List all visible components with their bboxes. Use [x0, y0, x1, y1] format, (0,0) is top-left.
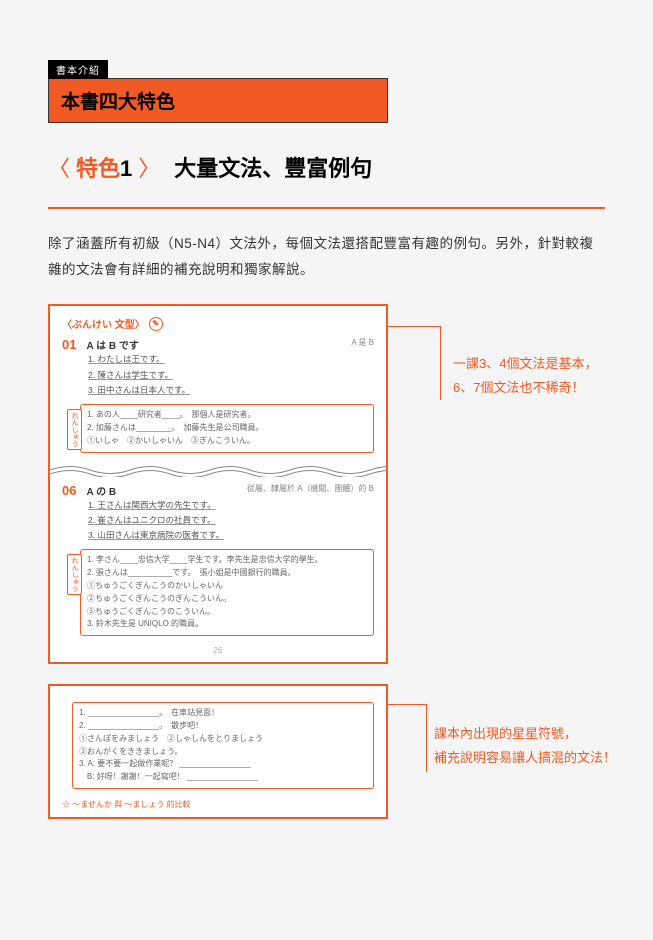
connector-1v	[440, 326, 441, 400]
connector-1h	[388, 326, 440, 327]
box1-header: 〈ぶんけい 文型〉 ✎	[62, 316, 374, 331]
g01-examples: 1. わたしは王です。 2. 陳さんは学生です。 3. 田中さんは日本人です。	[88, 352, 374, 398]
g06-p4: ②ちゅうごくぎんこうのぎんこういん。	[87, 593, 367, 606]
speech-icon: ✎	[149, 317, 163, 331]
wave-separator	[50, 463, 386, 477]
anno1-l1: 一課3、4個文法是基本，	[453, 352, 643, 375]
g01-ex3: 3. 田中さんは日本人です。	[88, 383, 374, 398]
box2-star-note: ☆ ～ませんか 與 ～ましょう 的比較	[62, 799, 374, 810]
practice-tab-icon: れんしゅう	[67, 409, 82, 450]
g06-ex3: 3. 山田さんは東京病院の医者です。	[88, 528, 374, 543]
intro-tag: 書本介紹	[48, 60, 108, 79]
anno1-l2: 6、7個文法也不稀奇！	[453, 376, 643, 399]
anno2-l1: 課本內出現的星星符號，	[434, 722, 649, 745]
g01-p2: 2. 加藤さんは________。 加藤先生是公司職員。	[87, 422, 367, 435]
g01-practice: れんしゅう 1. あの人____研究者____。 那個人是研究者。 2. 加藤さ…	[80, 404, 374, 452]
g01-p1: 1. あの人____研究者____。 那個人是研究者。	[87, 409, 367, 422]
angle-left: 〈	[48, 151, 70, 183]
g06-p3: ①ちゅうごくぎんこうのかいしゃいん	[87, 580, 367, 593]
feature-num: 1	[120, 156, 132, 181]
g06-num: 06	[62, 483, 84, 498]
practice-tab-icon-2: れんしゅう	[67, 554, 82, 595]
box1-header-text: 〈ぶんけい 文型〉	[62, 316, 145, 331]
g06-p5: ③ちゅうごくぎんこうのこういん。	[87, 606, 367, 619]
b2-l1: 1. ________________。 在車站見面！	[79, 707, 367, 720]
b2-l2: 2. ________________。 散步吧！	[79, 720, 367, 733]
annotation-1: 一課3、4個文法是基本， 6、7個文法也不稀奇！	[453, 352, 643, 399]
divider	[48, 207, 605, 209]
b2-l3: ①さんぽをみましょう ②しゃしんをとりましょう	[79, 733, 367, 746]
connector-2v	[426, 704, 427, 772]
body-paragraph: 除了涵蓋所有初級（N5-N4）文法外，每個文法還搭配豐富有趣的例句。另外，針對較…	[48, 231, 605, 282]
b2-l5: 3. A: 要不要一起做作業呢？ ________________	[79, 758, 367, 771]
feature-heading: 〈 特色1 〉 大量文法、豐富例句	[48, 151, 605, 183]
anno2-l2: 補充說明容易讓人搞混的文法！	[434, 746, 649, 769]
g06-examples: 1. 王さんは関西大学の先生です。 2. 崔さんはユニクロの社員です。 3. 山…	[88, 498, 374, 544]
g06-p1: 1. 李さん____忠信大学____学生です。李先生是忠信大学的學生。	[87, 554, 367, 567]
g01-num: 01	[62, 337, 84, 352]
box1-pagenum: 26	[62, 646, 374, 655]
annotation-2: 課本內出現的星星符號， 補充說明容易讓人搞混的文法！	[434, 722, 649, 769]
g01-title: A は B です	[87, 341, 139, 352]
b2-l4: ③おんがくをききましょう。	[79, 746, 367, 759]
g01-sub: A 是 B	[351, 337, 374, 348]
feature-label: 特色1	[76, 151, 132, 183]
grammar-06: 06 A の B 從屬、隸屬於 A（機關、團體）的 B 1. 王さんは関西大学の…	[62, 483, 374, 637]
g06-sub: 從屬、隸屬於 A（機關、團體）的 B	[247, 483, 374, 494]
title-bar: 本書四大特色	[48, 78, 388, 123]
diagram-area: 〈ぶんけい 文型〉 ✎ 01 A は B です A 是 B 1. わたしは王です…	[48, 304, 605, 864]
sample-box-1: 〈ぶんけい 文型〉 ✎ 01 A は B です A 是 B 1. わたしは王です…	[48, 304, 388, 664]
feature-title: 大量文法、豐富例句	[174, 151, 372, 183]
g06-ex1: 1. 王さんは関西大学の先生です。	[88, 498, 374, 513]
b2-l6: B: 好呀！謝謝！一起寫吧！ ________________	[79, 771, 367, 784]
sample-box-2: 1. ________________。 在車站見面！ 2. _________…	[48, 684, 388, 819]
g06-title: A の B	[87, 487, 117, 498]
box2-practice: 1. ________________。 在車站見面！ 2. _________…	[72, 702, 374, 789]
g06-p6: 3. 鈴木先生是 UNIQLO 的職員。	[87, 618, 367, 631]
grammar-01: 01 A は B です A 是 B 1. わたしは王です。 2. 陳さんは学生で…	[62, 337, 374, 452]
g01-ex2: 2. 陳さんは学生です。	[88, 368, 374, 383]
g06-ex2: 2. 崔さんはユニクロの社員です。	[88, 513, 374, 528]
angle-right: 〉	[138, 151, 160, 183]
g01-p3: ①いしゃ ②かいしゃいん ③ぎんこういん。	[87, 435, 367, 448]
g06-practice: れんしゅう 1. 李さん____忠信大学____学生です。李先生是忠信大学的學生…	[80, 549, 374, 636]
g01-ex1: 1. わたしは王です。	[88, 352, 374, 367]
feature-label-text: 特色	[76, 156, 120, 181]
connector-2h	[388, 704, 426, 705]
g06-p2: 2. 張さんは__________です。 張小姐是中國銀行的職員。	[87, 567, 367, 580]
